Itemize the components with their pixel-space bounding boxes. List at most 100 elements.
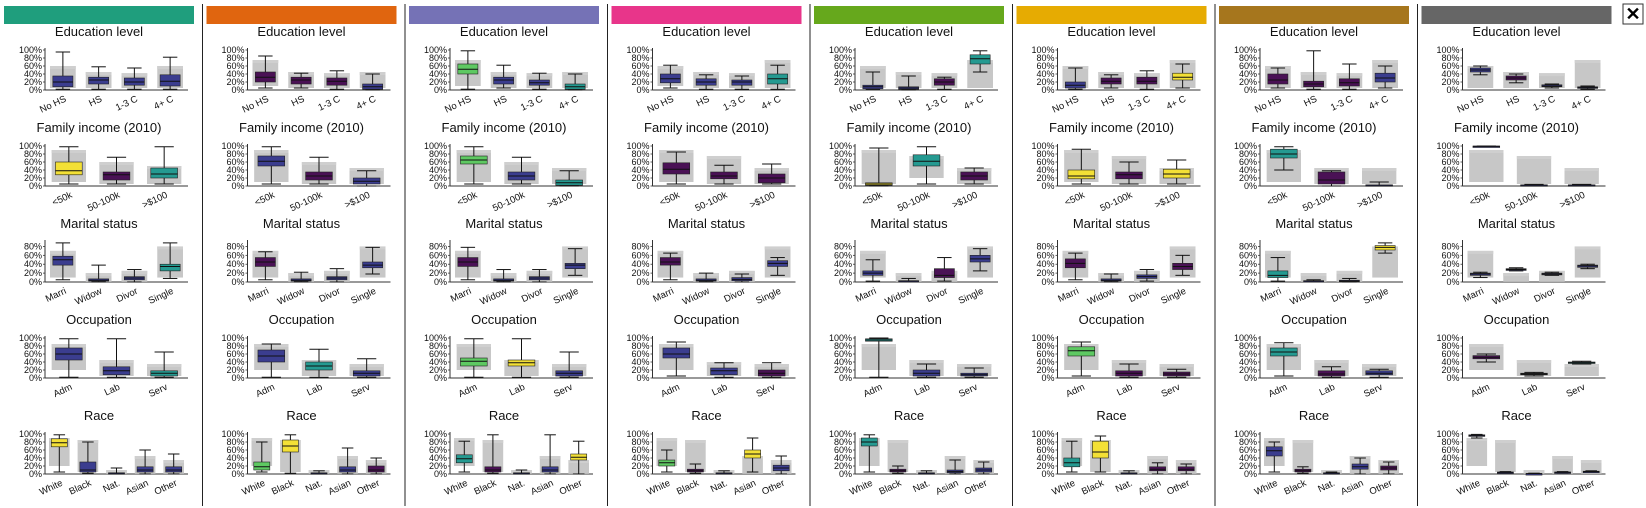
category-label: HS — [1100, 94, 1117, 110]
background-box — [1539, 270, 1565, 282]
background-band — [1175, 460, 1197, 463]
category-label: Adm — [1064, 382, 1086, 400]
background-band — [1062, 250, 1089, 254]
y-tick-label: 80% — [1239, 149, 1257, 159]
close-button-frame[interactable] — [1622, 3, 1644, 25]
y-tick-label: 20% — [834, 268, 852, 278]
y-tick-label: 60% — [226, 445, 244, 455]
panel-education-level: Education level 100%80%60%40%20%0%No HS HS… — [1031, 24, 1201, 116]
background-band — [1098, 72, 1124, 75]
category-label: 4+ C — [1367, 94, 1390, 113]
y-tick-label: 20% — [24, 365, 42, 375]
panel-title: Race — [84, 408, 114, 423]
cluster-color-bar — [611, 6, 802, 24]
y-tick-label: 100% — [424, 45, 447, 55]
y-tick-label: 60% — [834, 349, 852, 359]
y-tick-label: 40% — [834, 259, 852, 269]
category-label: Nat. — [304, 478, 324, 495]
y-tick-label: 100% — [221, 429, 244, 439]
category-label: HS — [1505, 94, 1522, 110]
category-label: Single — [1362, 286, 1391, 307]
category-label: 4+ C — [557, 94, 580, 113]
y-tick-label: 60% — [226, 61, 244, 71]
y-tick-label: 0% — [839, 85, 852, 95]
y-tick-label: 100% — [829, 333, 852, 343]
y-tick-label: 40% — [834, 453, 852, 463]
y-tick-label: 40% — [1441, 259, 1459, 269]
close-button[interactable]: ✕ — [1622, 3, 1644, 25]
category-label: 1-3 C — [1126, 94, 1152, 114]
y-tick-label: 20% — [429, 268, 447, 278]
category-label: 1-3 C — [1531, 94, 1557, 114]
y-tick-label: 60% — [1036, 349, 1054, 359]
category-label: Other — [1368, 478, 1394, 498]
y-tick-label: 40% — [1441, 357, 1459, 367]
panel-race: Race 100%80%60%40%20%0%White Black Nat. Asia… — [1031, 408, 1201, 498]
y-tick-label: 0% — [1041, 373, 1054, 383]
panel-occupation: Occupation 100%80%60%40%20%0% Adm Lab Serv — [1436, 312, 1606, 400]
y-tick-label: 0% — [839, 277, 852, 287]
y-tick-label: 80% — [1036, 53, 1054, 63]
category-label: White — [645, 478, 672, 498]
panel-occupation: Occupation 100%80%60%40%20%0% Adm Lab Serv — [1234, 312, 1403, 400]
category-label: Asian — [327, 478, 353, 498]
y-tick-label: 100% — [1031, 45, 1054, 55]
category-label: Lab — [1115, 382, 1134, 399]
background-band — [1564, 168, 1599, 171]
category-label: >$100 — [141, 190, 170, 211]
y-tick-label: 80% — [429, 149, 447, 159]
category-label: 1-3 C — [924, 94, 950, 114]
y-tick-label: 0% — [434, 277, 447, 287]
y-tick-label: 0% — [1446, 469, 1459, 479]
y-tick-label: 80% — [631, 149, 649, 159]
category-label: Asian — [124, 478, 150, 498]
category-label: White — [1455, 478, 1482, 498]
panel-title: Education level — [1270, 24, 1358, 39]
panel-title: Race — [1501, 408, 1531, 423]
panel-title: Family income (2010) — [644, 120, 769, 135]
y-tick-label: 20% — [834, 77, 852, 87]
y-tick-label: 80% — [226, 149, 244, 159]
category-label: 1-3 C — [1329, 94, 1355, 114]
category-label: Nat. — [911, 478, 931, 495]
background-band — [909, 360, 944, 363]
panel-title: Race — [691, 408, 721, 423]
y-tick-label: 80% — [429, 53, 447, 63]
y-tick-label: 40% — [834, 69, 852, 79]
background-band — [1580, 460, 1602, 463]
category-label: Single — [552, 286, 581, 307]
y-tick-label: 60% — [1239, 250, 1257, 260]
box-iqr — [1317, 370, 1346, 377]
y-tick-label: 0% — [29, 373, 42, 383]
y-tick-label: 60% — [1239, 349, 1257, 359]
category-label: 50-100k — [288, 190, 324, 215]
panel-title: Education level — [460, 24, 548, 39]
category-label: Divor — [1330, 286, 1355, 305]
y-tick-label: 20% — [1036, 461, 1054, 471]
y-tick-label: 100% — [1031, 429, 1054, 439]
box-iqr — [1092, 440, 1109, 459]
y-tick-label: 100% — [626, 429, 649, 439]
category-label: Black — [877, 478, 903, 498]
background-box — [1466, 438, 1488, 466]
category-label: Lab — [103, 382, 122, 399]
category-label: Lab — [913, 382, 932, 399]
y-tick-label: 80% — [226, 241, 244, 251]
close-icon[interactable]: ✕ — [1625, 4, 1640, 24]
y-tick-label: 100% — [1234, 141, 1257, 151]
category-label: 4+ C — [1570, 94, 1593, 113]
panel-occupation: Occupation 100%80%60%40%20%0% Adm Lab Serv — [626, 312, 796, 400]
box-iqr — [1265, 446, 1283, 457]
panel-title: Occupation — [471, 312, 537, 327]
background-band — [944, 456, 966, 459]
y-tick-label: 60% — [226, 250, 244, 260]
y-tick-label: 20% — [1441, 461, 1459, 471]
y-tick-label: 80% — [631, 53, 649, 63]
y-tick-label: 100% — [424, 141, 447, 151]
category-label: Divor — [520, 286, 545, 305]
panel-family-income-2010-: Family income (2010) 100%80%60%40%20%0% <5… — [1234, 120, 1403, 214]
